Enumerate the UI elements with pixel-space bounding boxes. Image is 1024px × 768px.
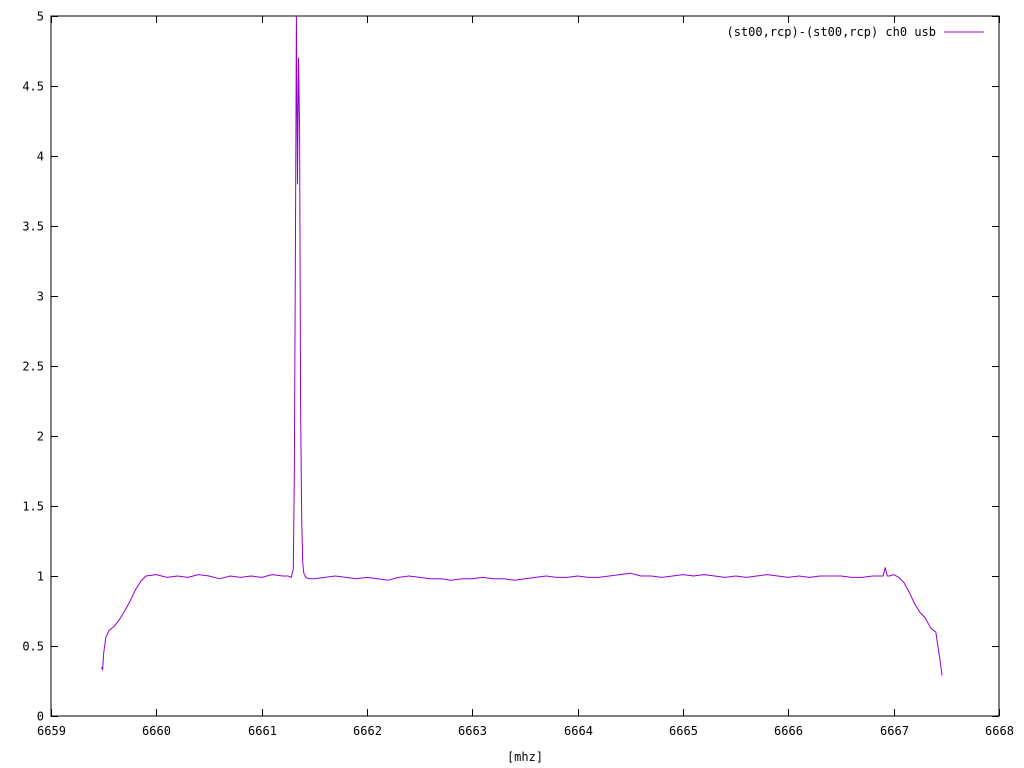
x-tick-label: 6668 [985,724,1014,738]
y-tick-label: 3.5 [22,220,44,234]
y-tick-label: 0.5 [22,640,44,654]
series-line [101,15,943,676]
y-tick-label: 4 [37,150,44,164]
x-tick-label: 6661 [248,724,277,738]
x-tick-label: 6667 [880,724,909,738]
y-tick-label: 5 [37,10,44,24]
y-tick-label: 1.5 [22,500,44,514]
y-tick-label: 1 [37,570,44,584]
y-tick-label: 2 [37,430,44,444]
y-tick-label: 2.5 [22,360,44,374]
data-series [101,15,943,676]
plot-frame [50,15,1000,717]
x-tick-label: 6664 [564,724,593,738]
axis-ticks [51,16,1000,717]
y-tick-label: 0 [37,710,44,724]
y-tick-label: 4.5 [22,80,44,94]
x-tick-label: 6663 [458,724,487,738]
x-tick-label: 6662 [353,724,382,738]
legend: (st00,rcp)-(st00,rcp) ch0 usb [726,25,984,39]
tick-labels: 6659 6660 6661 6662 6663 6664 6665 6666 6667 6668… [22,10,1014,739]
x-axis-label: [mhz] [507,750,543,764]
x-tick-label: 6659 [37,724,66,738]
x-tick-label: 6665 [669,724,698,738]
y-tick-label: 3 [37,290,44,304]
x-tick-label: 6660 [142,724,171,738]
x-tick-label: 6666 [774,724,803,738]
legend-label: (st00,rcp)-(st00,rcp) ch0 usb [726,25,936,39]
